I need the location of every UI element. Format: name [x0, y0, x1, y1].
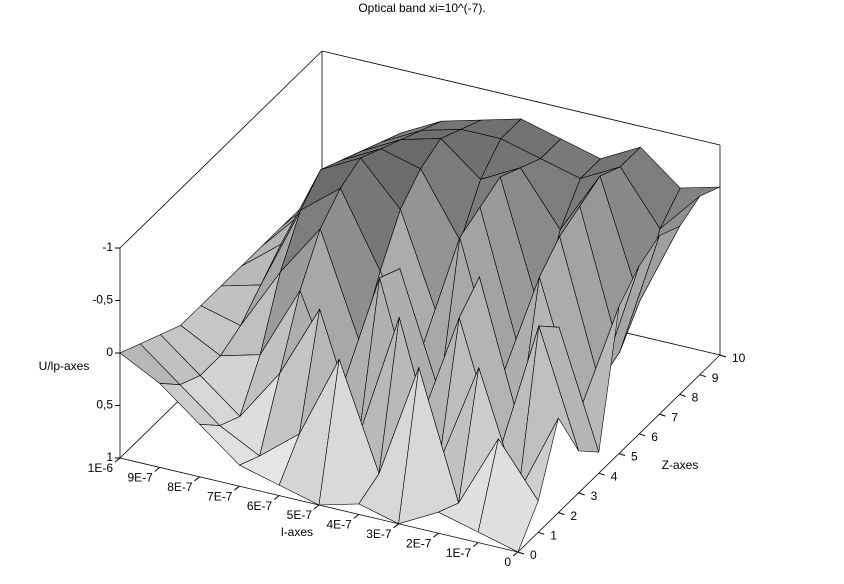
x-tick [313, 504, 320, 510]
x-tick-label: 1E-6 [88, 461, 114, 475]
y-tick [659, 413, 666, 417]
x-tick [273, 495, 280, 500]
x-tick-label: 1E-7 [446, 546, 472, 560]
y-tick-label: 2 [570, 509, 577, 523]
y-tick-label: 0 [530, 548, 537, 562]
x-tick [472, 542, 479, 547]
x-tick [154, 467, 161, 472]
y-tick [699, 374, 706, 378]
x-tick-label: 9E-7 [127, 471, 153, 485]
y-tick-label: 4 [611, 469, 618, 483]
z-tick-label: 0 [106, 345, 113, 359]
x-tick-label: 5E-7 [287, 508, 313, 522]
x-tick-label: 2E-7 [406, 536, 432, 550]
y-tick-label: 8 [692, 391, 699, 405]
y-tick [639, 433, 646, 437]
y-tick [558, 512, 565, 516]
x-tick [194, 476, 200, 482]
y-tick-label: 6 [651, 430, 658, 444]
x-tick-label: 4E-7 [326, 518, 352, 532]
y-axis-label: Z-axes [662, 458, 699, 472]
x-tick [393, 523, 399, 529]
x-tick-label: 7E-7 [207, 489, 233, 503]
y-tick [538, 531, 545, 535]
y-tick-label: 5 [631, 450, 638, 464]
x-tick [512, 551, 519, 557]
x-tick-label: 3E-7 [366, 527, 392, 541]
chart-title: Optical band xi=10^(-7). [358, 1, 485, 15]
y-tick-label: 1 [550, 528, 557, 542]
y-tick [517, 551, 525, 555]
x-tick [114, 457, 121, 463]
x-tick [353, 514, 360, 519]
x-tick [234, 485, 240, 491]
y-tick-label: 10 [732, 351, 746, 365]
y-tick [598, 472, 605, 476]
y-tick-label: 7 [671, 410, 678, 424]
surface-patch [477, 438, 539, 553]
z-tick-label: 0,5 [96, 398, 113, 412]
box-edge [321, 50, 721, 146]
y-tick-label: 9 [712, 371, 719, 385]
x-tick-label: 8E-7 [167, 480, 193, 494]
y-tick-label: 3 [591, 489, 598, 503]
y-tick [679, 393, 686, 397]
y-tick [618, 453, 626, 456]
x-axis-label: l-axes [281, 525, 313, 539]
z-tick-label: -1 [102, 240, 113, 254]
y-tick [719, 354, 727, 358]
z-axis-label: U/lp-axes [39, 359, 90, 373]
z-tick-label: 1 [106, 450, 113, 464]
box-edge [119, 50, 323, 249]
x-tick-label: 6E-7 [247, 499, 273, 513]
x-tick-label: 0 [504, 555, 511, 569]
x-tick [433, 532, 439, 538]
z-tick-label: -0,5 [92, 293, 113, 307]
y-tick [578, 492, 585, 496]
